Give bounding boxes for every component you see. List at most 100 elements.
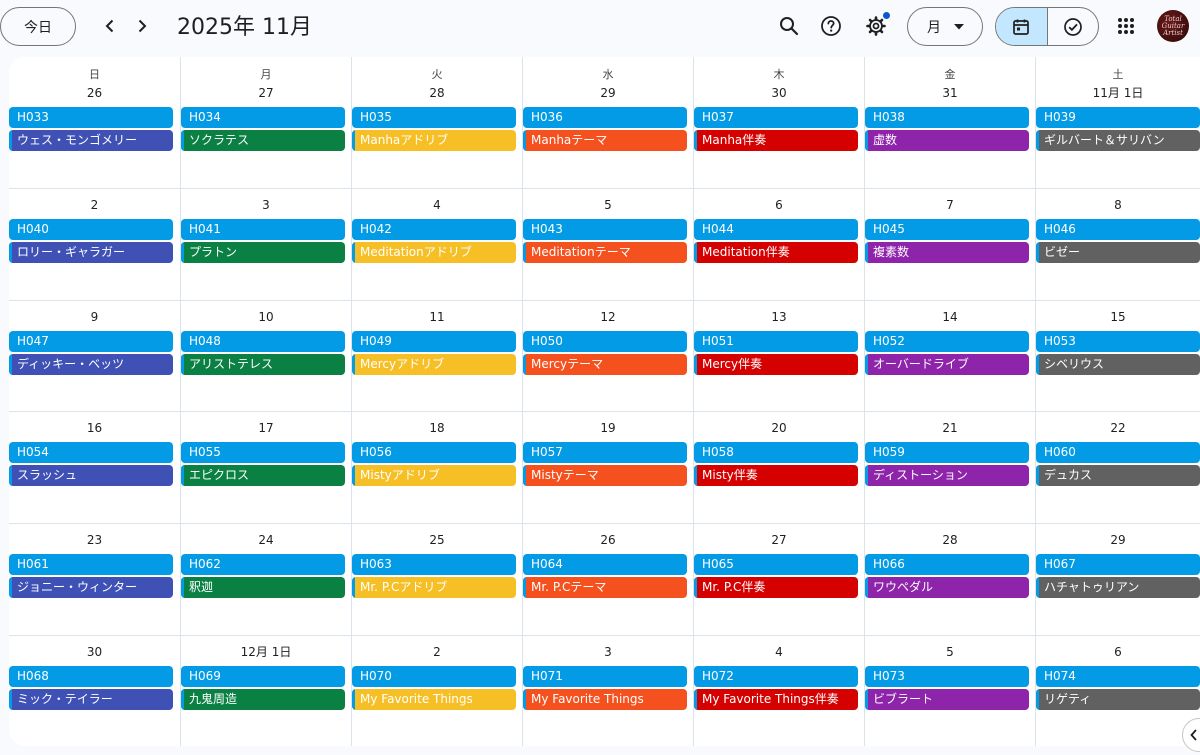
day-cell[interactable]: 5 H043 Meditationテーマ <box>522 189 693 300</box>
day-number[interactable]: 2 <box>433 645 441 659</box>
event-chip-title[interactable]: アリストテレス <box>181 354 345 375</box>
event-chip-title[interactable]: Mistyアドリブ <box>352 465 516 486</box>
day-number[interactable]: 30 <box>86 645 103 659</box>
event-chip-title[interactable]: ハチャトゥリアン <box>1036 577 1200 598</box>
day-cell[interactable]: 31 H038 虚数 <box>864 77 1035 188</box>
event-chip-code[interactable]: H070 <box>352 666 516 687</box>
event-chip-code[interactable]: H040 <box>9 219 173 240</box>
event-chip-title[interactable]: Meditationアドリブ <box>352 242 516 263</box>
day-number[interactable]: 3 <box>262 198 270 212</box>
event-chip-code[interactable]: H061 <box>9 554 173 575</box>
event-chip-code[interactable]: H050 <box>523 331 687 352</box>
day-cell[interactable]: 5 H073 ビブラート <box>864 636 1035 746</box>
event-chip-code[interactable]: H051 <box>694 331 858 352</box>
today-button[interactable]: 今日 <box>0 7 76 46</box>
day-number[interactable]: 15 <box>1110 310 1126 324</box>
event-chip-code[interactable]: H068 <box>9 666 173 687</box>
day-number[interactable]: 8 <box>1114 198 1122 212</box>
tasks-view-button[interactable] <box>1048 8 1099 45</box>
day-number[interactable]: 18 <box>429 421 445 435</box>
event-chip-title[interactable]: My Favorite Things <box>352 689 516 710</box>
day-cell[interactable]: 8 H046 ビゼー <box>1035 189 1200 300</box>
event-chip-code[interactable]: H054 <box>9 442 173 463</box>
day-cell[interactable]: 20 H058 Misty伴奏 <box>693 412 864 523</box>
day-cell[interactable]: 3 H041 プラトン <box>180 189 351 300</box>
event-chip-title[interactable]: 釈迦 <box>181 577 345 598</box>
event-chip-code[interactable]: H072 <box>694 666 858 687</box>
day-cell[interactable]: 29 H036 Manhaテーマ <box>522 77 693 188</box>
day-cell[interactable]: 12 H050 Mercyテーマ <box>522 301 693 411</box>
apps-button[interactable] <box>1110 10 1142 42</box>
day-cell[interactable]: 26 H064 Mr. P.Cテーマ <box>522 524 693 635</box>
next-month-button[interactable] <box>128 11 156 41</box>
event-chip-code[interactable]: H036 <box>523 107 687 128</box>
event-chip-code[interactable]: H059 <box>865 442 1029 463</box>
day-number[interactable]: 6 <box>1114 645 1122 659</box>
day-cell[interactable]: 19 H057 Mistyテーマ <box>522 412 693 523</box>
day-cell[interactable]: 22 H060 デュカス <box>1035 412 1200 523</box>
event-chip-code[interactable]: H039 <box>1036 107 1200 128</box>
event-chip-title[interactable]: ウェス・モンゴメリー <box>9 130 173 151</box>
event-chip-code[interactable]: H045 <box>865 219 1029 240</box>
event-chip-title[interactable]: Manhaアドリブ <box>352 130 516 151</box>
event-chip-title[interactable]: Mr. P.Cテーマ <box>523 577 687 598</box>
account-avatar[interactable]: Total Guitar Artist <box>1157 10 1189 42</box>
day-number[interactable]: 27 <box>771 533 787 547</box>
event-chip-title[interactable]: 虚数 <box>865 130 1029 151</box>
event-chip-title[interactable]: Mercyテーマ <box>523 354 687 375</box>
event-chip-title[interactable]: Misty伴奏 <box>694 465 858 486</box>
event-chip-code[interactable]: H049 <box>352 331 516 352</box>
day-number[interactable]: 28 <box>942 533 958 547</box>
event-chip-code[interactable]: H066 <box>865 554 1029 575</box>
calendar-view-button[interactable] <box>996 8 1048 45</box>
day-cell[interactable]: 30 H068 ミック・テイラー <box>9 636 180 746</box>
search-button[interactable] <box>773 10 805 42</box>
day-cell[interactable]: 11 H049 Mercyアドリブ <box>351 301 522 411</box>
event-chip-code[interactable]: H044 <box>694 219 858 240</box>
day-number[interactable]: 27 <box>258 86 274 100</box>
event-chip-title[interactable]: Mr. P.Cアドリブ <box>352 577 516 598</box>
event-chip-title[interactable]: My Favorite Things伴奏 <box>694 689 858 710</box>
event-chip-code[interactable]: H073 <box>865 666 1029 687</box>
event-chip-title[interactable]: ギルバート＆サリバン <box>1036 130 1200 151</box>
event-chip-code[interactable]: H035 <box>352 107 516 128</box>
day-number[interactable]: 10 <box>258 310 274 324</box>
event-chip-code[interactable]: H037 <box>694 107 858 128</box>
event-chip-code[interactable]: H038 <box>865 107 1029 128</box>
event-chip-code[interactable]: H062 <box>181 554 345 575</box>
event-chip-title[interactable]: ビゼー <box>1036 242 1200 263</box>
event-chip-title[interactable]: Mercy伴奏 <box>694 354 858 375</box>
prev-month-button[interactable] <box>96 11 124 41</box>
event-chip-code[interactable]: H058 <box>694 442 858 463</box>
day-number[interactable]: 29 <box>600 86 616 100</box>
event-chip-title[interactable]: ロリー・ギャラガー <box>9 242 173 263</box>
day-number[interactable]: 11月 1日 <box>1092 86 1144 100</box>
event-chip-title[interactable]: Meditationテーマ <box>523 242 687 263</box>
day-number[interactable]: 16 <box>86 421 103 435</box>
event-chip-code[interactable]: H034 <box>181 107 345 128</box>
event-chip-code[interactable]: H047 <box>9 331 173 352</box>
day-number[interactable]: 24 <box>258 533 274 547</box>
event-chip-code[interactable]: H056 <box>352 442 516 463</box>
day-cell[interactable]: 10 H048 アリストテレス <box>180 301 351 411</box>
day-cell[interactable]: 16 H054 スラッシュ <box>9 412 180 523</box>
event-chip-code[interactable]: H065 <box>694 554 858 575</box>
day-number[interactable]: 12 <box>600 310 616 324</box>
day-number[interactable]: 6 <box>775 198 783 212</box>
day-cell[interactable]: 26 H033 ウェス・モンゴメリー <box>9 77 180 188</box>
day-number[interactable]: 3 <box>604 645 612 659</box>
event-chip-title[interactable]: Manha伴奏 <box>694 130 858 151</box>
event-chip-title[interactable]: ディッキー・ベッツ <box>9 354 173 375</box>
day-number[interactable]: 22 <box>1110 421 1126 435</box>
day-number[interactable]: 31 <box>942 86 958 100</box>
day-number[interactable]: 26 <box>600 533 616 547</box>
day-cell[interactable]: 2 H070 My Favorite Things <box>351 636 522 746</box>
event-chip-title[interactable]: ソクラテス <box>181 130 345 151</box>
day-cell[interactable]: 17 H055 エピクロス <box>180 412 351 523</box>
event-chip-code[interactable]: H057 <box>523 442 687 463</box>
event-chip-code[interactable]: H043 <box>523 219 687 240</box>
event-chip-title[interactable]: Manhaテーマ <box>523 130 687 151</box>
day-cell[interactable]: 27 H065 Mr. P.C伴奏 <box>693 524 864 635</box>
day-cell[interactable]: 27 H034 ソクラテス <box>180 77 351 188</box>
day-number[interactable]: 19 <box>600 421 616 435</box>
